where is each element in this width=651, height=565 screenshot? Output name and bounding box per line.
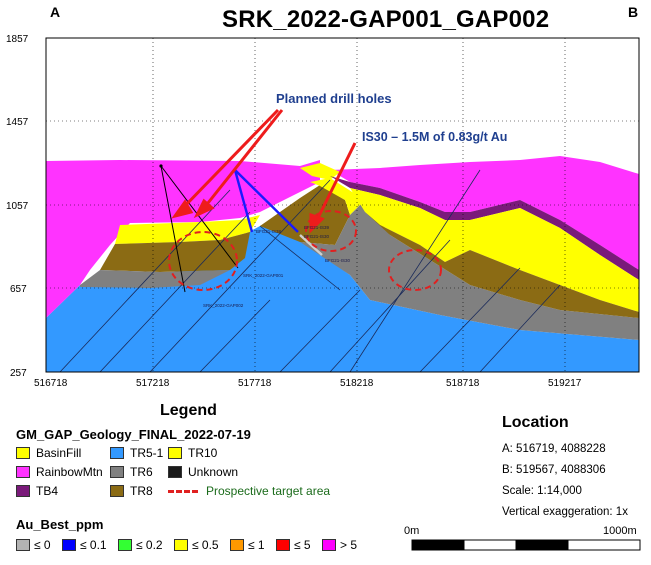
swatch-tr6	[110, 466, 124, 478]
unit-tr10-right	[350, 188, 639, 312]
unit-rainbowmtn-left	[46, 160, 320, 318]
annotation-is30: IS30 – 1.5M of 0.83g/t Au	[362, 130, 507, 144]
legend-heading: Legend	[160, 402, 217, 419]
drill-holes	[159, 164, 323, 293]
x-tick-517218: 517218	[136, 378, 170, 389]
y-tick-257: 257	[10, 368, 27, 379]
legend-item-tr5-1: TR5-1	[110, 446, 163, 460]
swatch-tr10	[168, 447, 182, 459]
drill-hole-gap002	[160, 165, 186, 293]
swatch-rainbowmtn	[16, 466, 30, 478]
prospective-targets	[168, 210, 442, 291]
unit-rainbowmtn-right	[330, 156, 639, 270]
drill-hole-is38	[233, 169, 254, 233]
x-tick-517718: 517718	[238, 378, 272, 389]
annotation-planned-drill-holes: Planned drill holes	[276, 91, 392, 106]
hole-label-gap002: SRK_2022-GAP002	[203, 303, 244, 308]
au-legend-title: Au_Best_ppm	[16, 517, 104, 532]
legend-item-prospective-target: Prospective target area	[168, 484, 330, 498]
location-heading: Location	[502, 414, 569, 431]
hole-label-gap001: SRK_2022-GAP001	[243, 273, 284, 278]
unit-tr6-central	[300, 200, 639, 340]
unit-tr6-left	[80, 270, 230, 288]
au-bin-le5: ≤ 5	[276, 538, 311, 552]
drill-hole-is39	[234, 169, 299, 233]
x-tick-518718: 518718	[446, 378, 480, 389]
swatch-tr5-1	[110, 447, 124, 459]
location-vertical-exaggeration: Vertical exaggeration: 1x	[502, 506, 628, 518]
drill-hole-is30	[299, 234, 323, 256]
hole-label-is30a: BFG21-IS30	[304, 234, 330, 239]
au-bin-le0: ≤ 0	[16, 538, 51, 552]
corner-label-a: A	[50, 4, 61, 20]
hole-label-is38: BFG21-IS38	[256, 229, 282, 234]
legend-item-rainbowmtn: RainbowMtn	[16, 465, 103, 479]
unit-tb4	[330, 176, 639, 280]
au-bin-gt5: > 5	[322, 538, 357, 552]
unit-tr10-left	[115, 215, 260, 244]
legend-item-unknown: Unknown	[168, 465, 238, 479]
au-bin-le1: ≤ 1	[230, 538, 265, 552]
annotation-arrows	[171, 108, 357, 234]
prospective-dash-icon	[168, 489, 198, 493]
legend-item-tr10: TR10	[168, 446, 217, 460]
au-bin-le0-1: ≤ 0.1	[62, 538, 107, 552]
scale-bar	[411, 539, 641, 551]
au-bin-le0-5: ≤ 0.5	[174, 538, 219, 552]
y-tick-1457: 1457	[6, 117, 29, 128]
swatch-basinfill	[16, 447, 30, 459]
swatch-tb4	[16, 485, 30, 497]
swatch-unknown	[168, 466, 182, 478]
legend-item-tr8: TR8	[110, 484, 153, 498]
unit-tr8-left	[100, 232, 250, 272]
scale-bar-start-label: 0m	[404, 525, 420, 537]
x-tick-516718: 516718	[34, 378, 68, 389]
y-tick-657: 657	[10, 284, 27, 295]
x-tick-518218: 518218	[340, 378, 374, 389]
legend-item-tb4: TB4	[16, 484, 58, 498]
legend-item-basinfill: BasinFill	[16, 446, 81, 460]
au-bin-le0-2: ≤ 0.2	[118, 538, 163, 552]
hole-label-is30b: BFG21-IS30	[325, 258, 351, 263]
swatch-tr8	[110, 485, 124, 497]
y-tick-1857: 1857	[6, 34, 29, 45]
y-tick-1057: 1057	[6, 201, 29, 212]
gridlines	[46, 38, 639, 372]
location-scale: Scale: 1:14,000	[502, 485, 582, 497]
hole-label-is39: BFG21-IS39	[304, 225, 330, 230]
unit-basinfill-top	[300, 163, 340, 180]
location-a: A: 516719, 4088228	[502, 443, 606, 455]
unit-tr8-right	[365, 212, 639, 318]
legend-item-tr6: TR6	[110, 465, 153, 479]
geology-legend-title: GM_GAP_Geology_FINAL_2022-07-19	[16, 427, 251, 442]
scale-bar-end-label: 1000m	[603, 525, 637, 537]
corner-label-b: B	[628, 4, 639, 20]
x-tick-519217: 519217	[548, 378, 582, 389]
drill-hole-gap001	[160, 165, 239, 269]
page-title: SRK_2022-GAP001_GAP002	[222, 6, 550, 33]
location-b: B: 519567, 4088306	[502, 464, 606, 476]
